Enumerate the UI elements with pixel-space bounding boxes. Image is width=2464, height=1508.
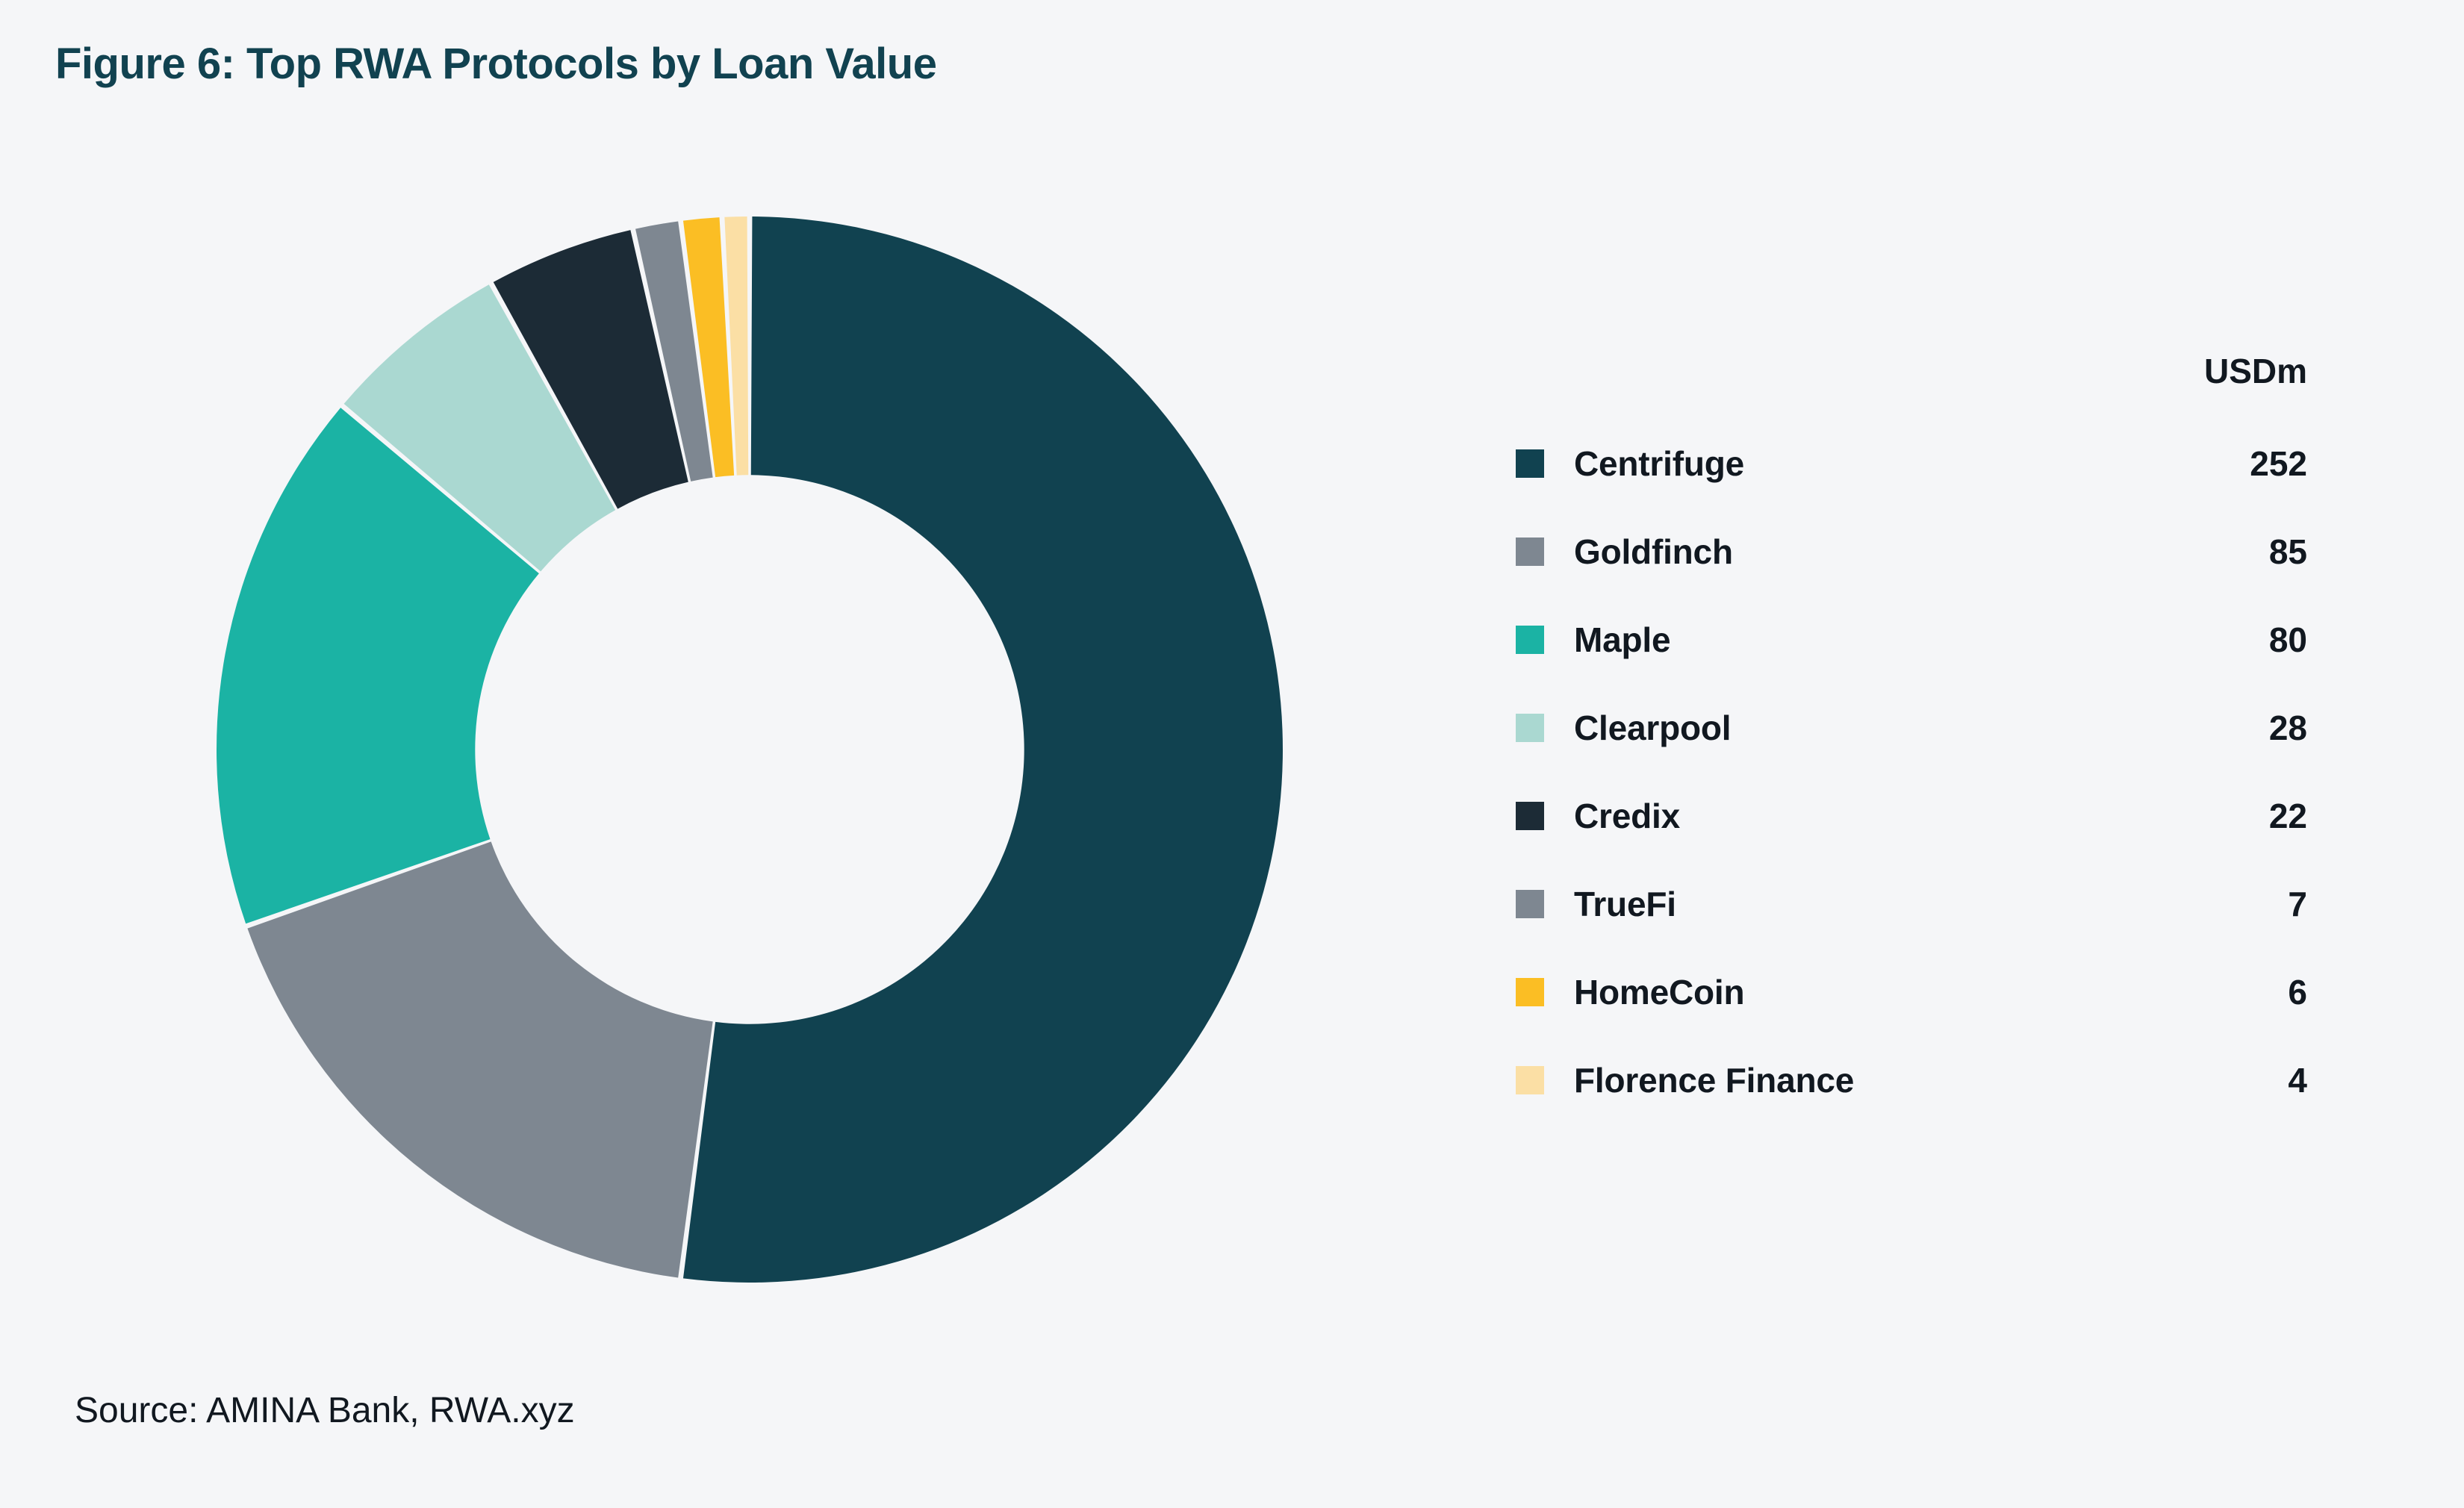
legend-label-florence-finance: Florence Finance (1574, 1061, 1855, 1100)
legend-label-clearpool: Clearpool (1574, 708, 1732, 747)
legend-label-centrifuge: Centrifuge (1574, 444, 1745, 483)
page-title: Figure 6: Top RWA Protocols by Loan Valu… (55, 40, 937, 88)
legend-value-clearpool: 28 (2268, 708, 2307, 747)
legend-row-maple[interactable]: Maple 80 (1516, 596, 2307, 684)
legend-value-goldfinch: 85 (2268, 532, 2307, 571)
legend-row-goldfinch[interactable]: Goldfinch 85 (1516, 508, 2307, 596)
legend-swatch-centrifuge (1516, 449, 1544, 478)
legend-row-truefi[interactable]: TrueFi 7 (1516, 860, 2307, 948)
donut-slice-florence-finance (724, 216, 749, 476)
legend-swatch-florence-finance (1516, 1066, 1544, 1094)
donut-slice-goldfinch (247, 841, 713, 1278)
donut-slice-truefi (635, 221, 713, 482)
legend-value-header: USDm (2203, 352, 2307, 390)
legend-value-truefi: 7 (2288, 885, 2307, 923)
donut-svg (217, 216, 1283, 1283)
donut-graphic (217, 216, 1283, 1283)
legend-value-maple: 80 (2268, 620, 2307, 659)
donut-slice-maple (217, 408, 539, 924)
legend-label-goldfinch: Goldfinch (1574, 532, 1733, 571)
legend-row-centrifuge[interactable]: Centrifuge 252 (1516, 420, 2307, 508)
donut-slice-homecoin (682, 217, 735, 478)
legend-swatch-maple (1516, 626, 1544, 654)
chart-legend: USDm Centrifuge 252 Goldfinch 85 Maple 80 Clea… (1516, 351, 2307, 1124)
legend-row-florence-finance[interactable]: Florence Finance 4 (1516, 1036, 2307, 1124)
legend-swatch-truefi (1516, 890, 1544, 918)
donut-slice-centrifuge (682, 216, 1283, 1283)
legend-value-florence-finance: 4 (2288, 1061, 2307, 1100)
legend-value-centrifuge: 252 (2250, 444, 2307, 483)
legend-value-credix: 22 (2268, 797, 2307, 835)
legend-header: USDm (1516, 351, 2307, 420)
legend-label-homecoin: HomeCoin (1574, 973, 1745, 1012)
legend-swatch-homecoin (1516, 978, 1544, 1006)
legend-label-credix: Credix (1574, 797, 1680, 835)
legend-label-maple: Maple (1574, 620, 1671, 659)
legend-row-homecoin[interactable]: HomeCoin 6 (1516, 948, 2307, 1036)
legend-swatch-clearpool (1516, 714, 1544, 742)
legend-rows: Centrifuge 252 Goldfinch 85 Maple 80 Clearpool… (1516, 420, 2307, 1124)
legend-swatch-goldfinch (1516, 538, 1544, 566)
source-note: Source: AMINA Bank, RWA.xyz (75, 1391, 575, 1430)
legend-swatch-credix (1516, 802, 1544, 830)
donut-slice-clearpool (343, 284, 616, 572)
donut-slice-credix (493, 230, 688, 509)
legend-value-homecoin: 6 (2288, 973, 2307, 1012)
legend-label-truefi: TrueFi (1574, 885, 1676, 923)
legend-row-credix[interactable]: Credix 22 (1516, 772, 2307, 860)
legend-row-clearpool[interactable]: Clearpool 28 (1516, 684, 2307, 772)
